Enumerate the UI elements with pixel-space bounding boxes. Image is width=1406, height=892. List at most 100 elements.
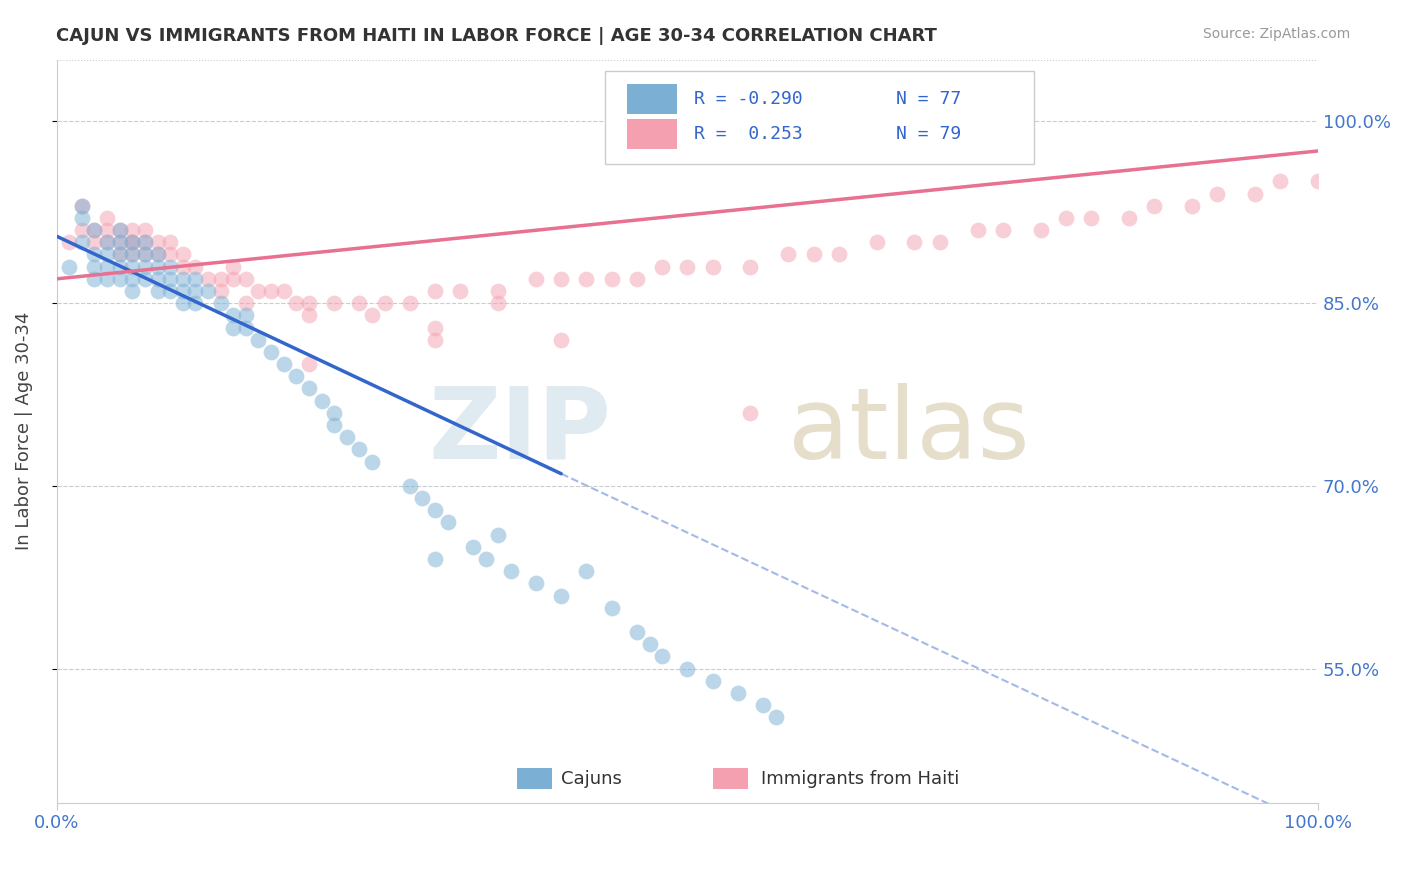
Point: [361, 454, 384, 468]
Point: [96, 235, 118, 250]
Point: [222, 272, 245, 286]
Bar: [627, 84, 678, 114]
Point: [575, 564, 598, 578]
Point: [197, 284, 219, 298]
Point: [1244, 186, 1267, 201]
Point: [235, 272, 257, 286]
Point: [765, 710, 787, 724]
Point: [374, 296, 396, 310]
Text: N = 77: N = 77: [896, 90, 960, 108]
Point: [398, 479, 420, 493]
Point: [349, 296, 371, 310]
Point: [423, 284, 446, 298]
Point: [1143, 199, 1166, 213]
Point: [134, 223, 156, 237]
Text: Immigrants from Haiti: Immigrants from Haiti: [761, 770, 959, 788]
Point: [172, 296, 194, 310]
Point: [449, 284, 471, 298]
Point: [651, 260, 673, 274]
Point: [273, 357, 295, 371]
Point: [121, 260, 143, 274]
Point: [550, 589, 572, 603]
Point: [298, 357, 321, 371]
Point: [676, 260, 699, 274]
Point: [1308, 174, 1330, 188]
Point: [461, 540, 484, 554]
Point: [676, 662, 699, 676]
Point: [108, 260, 131, 274]
Point: [1118, 211, 1140, 225]
Text: Source: ZipAtlas.com: Source: ZipAtlas.com: [1202, 27, 1350, 41]
Point: [121, 284, 143, 298]
Point: [134, 247, 156, 261]
Point: [197, 272, 219, 286]
Point: [222, 260, 245, 274]
Point: [96, 272, 118, 286]
Point: [803, 247, 825, 261]
Point: [991, 223, 1014, 237]
Point: [108, 235, 131, 250]
Point: [323, 406, 346, 420]
Point: [184, 260, 207, 274]
Point: [96, 235, 118, 250]
Point: [273, 284, 295, 298]
Point: [209, 296, 232, 310]
Point: [336, 430, 359, 444]
Point: [260, 284, 283, 298]
Point: [928, 235, 950, 250]
Point: [398, 296, 420, 310]
Point: [298, 382, 321, 396]
Point: [651, 649, 673, 664]
Point: [600, 272, 623, 286]
Point: [260, 345, 283, 359]
Point: [209, 272, 232, 286]
Point: [865, 235, 887, 250]
Point: [108, 223, 131, 237]
Point: [361, 309, 384, 323]
Point: [550, 272, 572, 286]
Point: [1054, 211, 1077, 225]
Point: [1206, 186, 1229, 201]
Point: [486, 296, 509, 310]
Point: [121, 235, 143, 250]
Point: [108, 247, 131, 261]
Point: [184, 284, 207, 298]
Point: [172, 260, 194, 274]
Point: [1270, 174, 1292, 188]
Point: [121, 235, 143, 250]
Point: [423, 333, 446, 347]
Point: [108, 223, 131, 237]
Point: [146, 284, 169, 298]
Point: [1029, 223, 1052, 237]
Point: [727, 686, 749, 700]
Point: [600, 600, 623, 615]
Point: [146, 247, 169, 261]
Point: [740, 406, 762, 420]
Point: [83, 223, 105, 237]
Point: [146, 235, 169, 250]
Point: [209, 284, 232, 298]
Text: N = 79: N = 79: [896, 125, 960, 143]
Point: [146, 247, 169, 261]
Point: [121, 247, 143, 261]
Point: [222, 320, 245, 334]
Point: [83, 272, 105, 286]
Point: [159, 284, 181, 298]
Point: [159, 235, 181, 250]
Point: [70, 235, 93, 250]
Text: atlas: atlas: [789, 383, 1031, 480]
Point: [134, 235, 156, 250]
Point: [222, 309, 245, 323]
Point: [298, 296, 321, 310]
Point: [235, 296, 257, 310]
Point: [298, 309, 321, 323]
Point: [146, 260, 169, 274]
Point: [828, 247, 851, 261]
Point: [524, 272, 547, 286]
Point: [436, 516, 458, 530]
Point: [247, 333, 270, 347]
Point: [108, 272, 131, 286]
Point: [702, 673, 724, 688]
Point: [70, 199, 93, 213]
Point: [903, 235, 925, 250]
